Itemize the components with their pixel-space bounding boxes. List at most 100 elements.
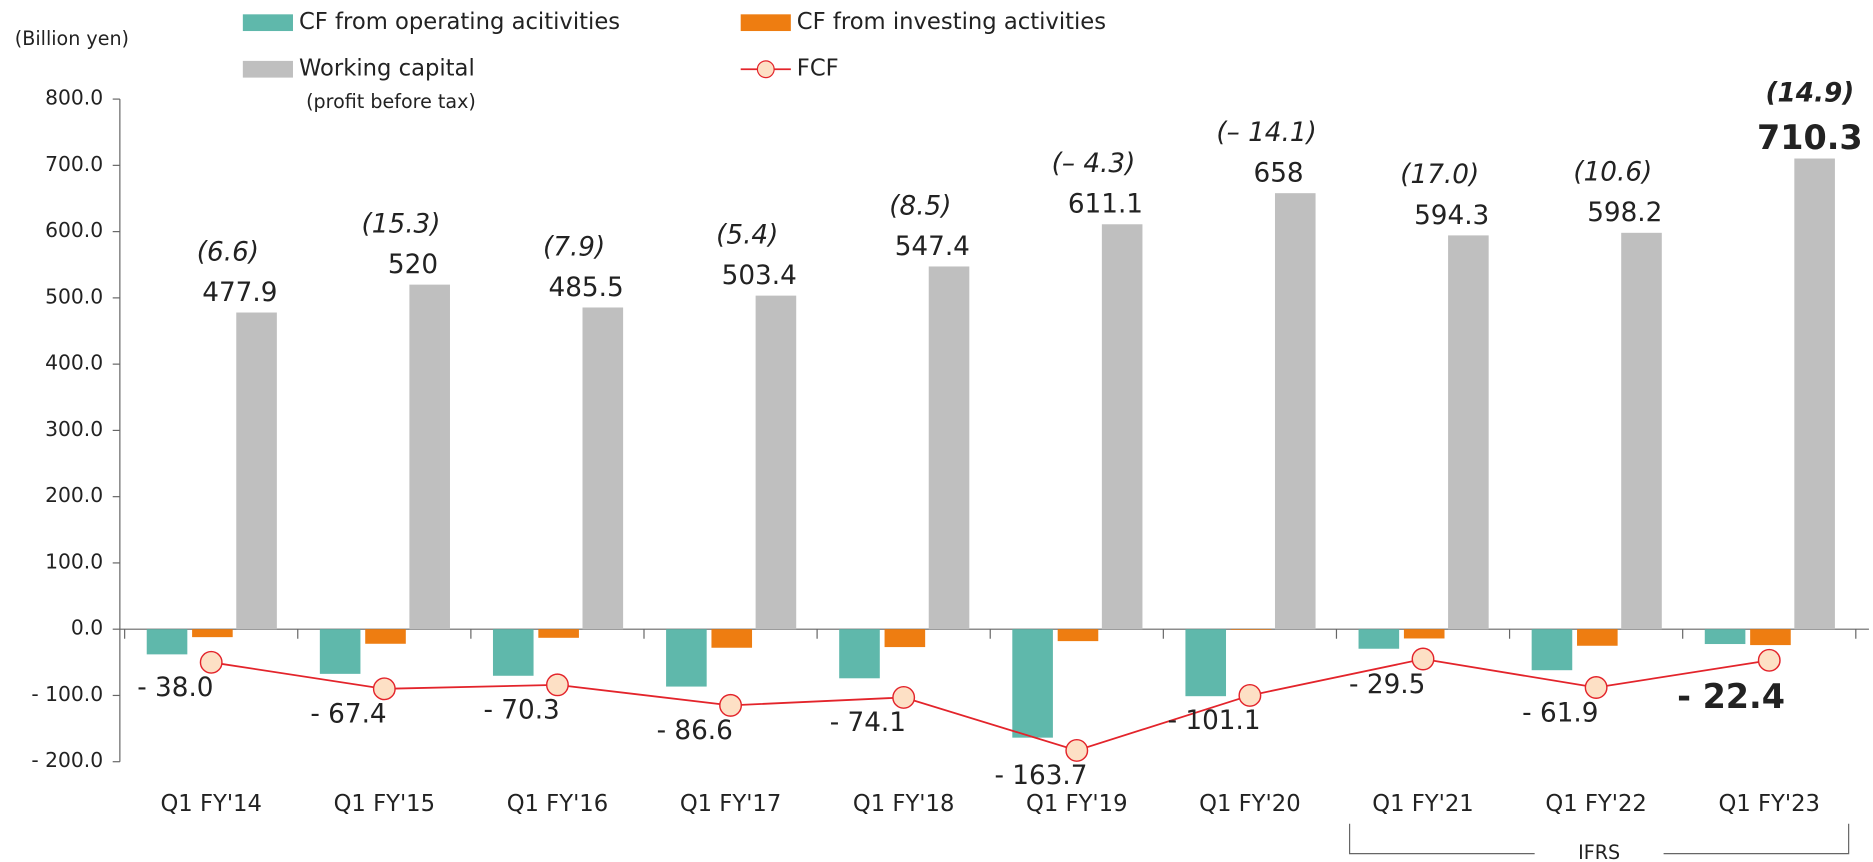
bar (319, 629, 361, 674)
legend-swatch (242, 60, 293, 78)
annotation: (14.9) (1765, 79, 1854, 109)
bar (538, 629, 579, 638)
bar (711, 629, 753, 648)
data-label: 547.4 (895, 232, 970, 262)
bar (1057, 629, 1099, 642)
data-label: - 22.4 (1677, 677, 1785, 716)
marker (1757, 648, 1781, 672)
legend-swatch (242, 14, 293, 32)
legend-label: FCF (797, 56, 839, 82)
legend-swatch (740, 14, 791, 32)
bracket-left (1348, 823, 1535, 855)
bar (666, 629, 707, 687)
bar (1794, 158, 1835, 630)
marker (545, 673, 569, 697)
data-label: - 38.0 (137, 673, 213, 703)
data-label: 710.3 (1757, 118, 1863, 157)
marker (719, 693, 743, 717)
y-tick-label: - 100.0 (31, 682, 103, 706)
data-label: 520 (388, 250, 438, 280)
data-label: - 61.9 (1522, 698, 1598, 728)
annotation: (8.5) (889, 191, 951, 221)
x-tick-label: Q1 FY'22 (1545, 791, 1646, 817)
bar (146, 629, 188, 655)
data-label: - 101.1 (1168, 706, 1261, 736)
bar (1012, 629, 1053, 738)
bar (1448, 235, 1489, 630)
bar (409, 284, 450, 630)
data-label: - 67.4 (310, 700, 386, 730)
data-label: 477.9 (202, 278, 277, 308)
x-tick-label: Q1 FY'15 (334, 791, 435, 817)
data-label: - 86.6 (657, 716, 733, 746)
marker (892, 685, 916, 709)
x-tick-label: Q1 FY'23 (1719, 791, 1820, 817)
x-tick-label: Q1 FY'20 (1199, 791, 1300, 817)
y-tick-label: 200.0 (45, 483, 103, 507)
bar (1185, 629, 1227, 697)
annotation: (17.0) (1400, 160, 1479, 190)
ifrs-label: IFRS (1578, 841, 1620, 862)
y-tick-label: 100.0 (45, 549, 103, 573)
bar (1101, 224, 1143, 630)
data-label: - 74.1 (830, 708, 906, 738)
legend-label: CF from investing activities (797, 9, 1106, 35)
bar (365, 629, 406, 644)
y-tick-label: 600.0 (45, 218, 103, 242)
bracket-right (1663, 823, 1850, 855)
y-tick-label: 700.0 (45, 152, 103, 176)
bar (492, 629, 534, 676)
annotation: (6.6) (197, 237, 259, 267)
legend-label: CF from operating acitivities (299, 9, 620, 35)
bar (755, 295, 797, 630)
unit-label: (Billion yen) (15, 27, 129, 50)
annotation: (– 4.3) (1052, 149, 1136, 179)
data-label: 658 (1253, 159, 1303, 189)
line (211, 658, 1770, 752)
bar (192, 629, 233, 638)
marker (1584, 676, 1608, 699)
bar (839, 629, 880, 679)
annotation: (– 14.1) (1216, 118, 1316, 148)
marker (199, 650, 223, 674)
x-tick-label: Q1 FY'16 (507, 791, 608, 817)
data-label: 485.5 (549, 273, 624, 303)
annotation: (5.4) (716, 220, 778, 250)
ifrs-bracket (1348, 823, 1850, 855)
data-label: 594.3 (1414, 201, 1489, 231)
bar (582, 307, 624, 630)
bar (236, 312, 277, 630)
marker (1238, 683, 1262, 707)
y-tick-label: 800.0 (45, 86, 103, 110)
bar (1531, 629, 1573, 671)
x-tick-label: Q1 FY'14 (160, 791, 261, 817)
bar (884, 629, 926, 648)
y-tick-label: 0.0 (71, 616, 103, 640)
y-tick-label: 400.0 (45, 351, 103, 375)
y-tick-label: 500.0 (45, 284, 103, 308)
data-label: 598.2 (1587, 198, 1662, 228)
legend-marker (756, 60, 775, 79)
annotation: (10.6) (1573, 158, 1652, 188)
bar (1230, 629, 1272, 630)
data-label: 611.1 (1068, 190, 1143, 220)
legend-subtext: (profit before tax) (306, 90, 476, 113)
marker (372, 677, 396, 701)
bar (1358, 629, 1400, 649)
x-tick-label: Q1 FY'19 (1026, 791, 1127, 817)
bar (1704, 629, 1746, 645)
data-label: - 70.3 (483, 696, 559, 726)
bar (1577, 629, 1618, 646)
y-tick-label: 300.0 (45, 417, 103, 441)
y-tick-label: - 200.0 (31, 748, 103, 772)
legend-label: Working capital (299, 56, 475, 82)
bar (1274, 193, 1316, 630)
x-tick-label: Q1 FY'18 (853, 791, 954, 817)
data-label: - 163.7 (994, 761, 1087, 791)
annotation: (7.9) (543, 232, 605, 262)
marker (1065, 738, 1089, 762)
bar (928, 266, 970, 630)
x-tick-label: Q1 FY'21 (1372, 791, 1473, 817)
marker (1411, 647, 1435, 671)
